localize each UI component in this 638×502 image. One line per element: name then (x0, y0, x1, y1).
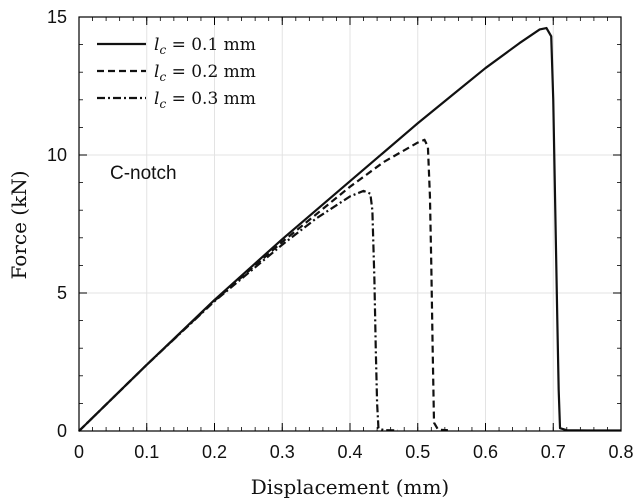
x-axis-label: Displacement (mm) (251, 475, 449, 499)
series-line-2 (78, 138, 452, 432)
x-tick-label: 0.2 (202, 442, 227, 462)
y-axis-label: Force (kN) (7, 170, 31, 279)
legend-label-3: lc = 0.3 mm (154, 89, 256, 111)
x-tick-label: 0.1 (134, 442, 159, 462)
legend-subscript: c (159, 43, 166, 57)
series-line-1 (78, 26, 621, 432)
legend-var: l (154, 89, 159, 109)
legend-label-1: lc = 0.1 mm (154, 35, 256, 57)
c-notch-annotation: C-notch (110, 163, 177, 184)
x-tick-label: 0.7 (541, 442, 566, 462)
legend-label-2: lc = 0.2 mm (154, 62, 256, 84)
x-tick-label: 0.4 (337, 442, 362, 462)
x-tick-label: 0.6 (473, 442, 498, 462)
legend-subscript: c (159, 97, 166, 111)
legend-subscript: c (159, 70, 166, 84)
tick-labels: 0 0.1 0.2 0.3 0.4 0.5 0.6 0.7 0.8 0 5 10 15 (47, 7, 634, 462)
y-tick-label: 15 (47, 7, 67, 27)
y-tick-label: 0 (57, 421, 67, 441)
legend-value: = 0.1 mm (166, 35, 256, 55)
x-tick-label: 0.5 (405, 442, 430, 462)
legend-value: = 0.2 mm (166, 62, 256, 82)
legend-var: l (154, 35, 159, 55)
series-lines (78, 26, 621, 432)
legend-value: = 0.3 mm (166, 89, 256, 109)
plot-frame (78, 16, 622, 432)
x-tick-label: 0 (74, 442, 84, 462)
legend-var: l (154, 62, 159, 82)
x-tick-label: 0.3 (270, 442, 295, 462)
x-tick-label: 0.8 (608, 442, 633, 462)
y-tick-label: 10 (47, 145, 67, 165)
y-tick-label: 5 (57, 283, 67, 303)
